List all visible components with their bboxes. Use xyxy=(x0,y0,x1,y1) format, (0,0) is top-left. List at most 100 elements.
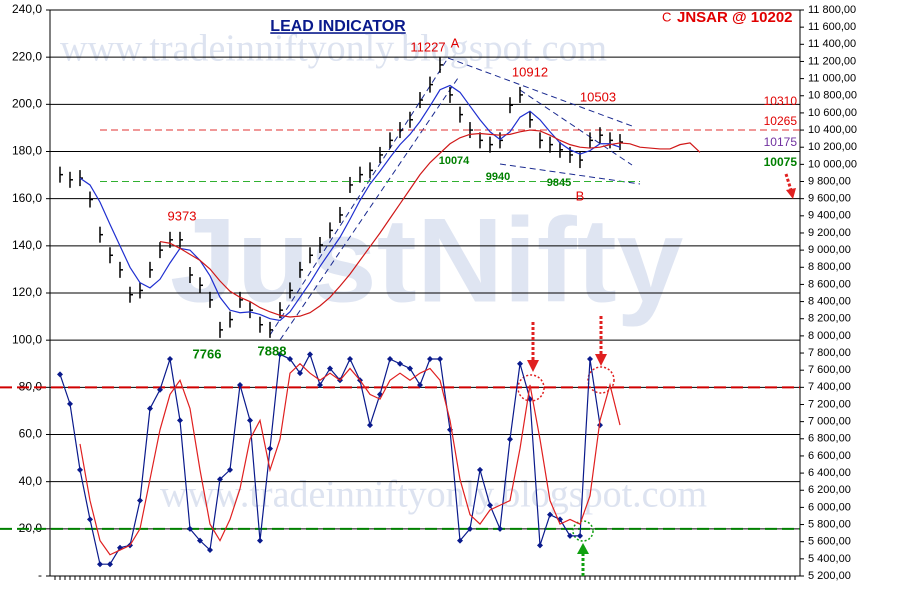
price-bar xyxy=(619,134,623,151)
arrow-head xyxy=(595,354,607,366)
price-bar xyxy=(219,321,223,338)
point xyxy=(57,371,63,378)
y-tick-label: 160,0 xyxy=(12,191,42,205)
price-bar xyxy=(99,226,103,243)
arrow-head xyxy=(577,543,589,554)
annotation: 10310 xyxy=(764,94,798,108)
series-line xyxy=(59,352,601,565)
y2-tick-label: 5 200,00 xyxy=(808,570,851,582)
price-bar xyxy=(199,277,203,294)
trendline xyxy=(447,57,633,127)
point xyxy=(327,365,333,372)
point xyxy=(137,497,143,504)
point xyxy=(547,511,553,518)
point xyxy=(487,502,493,509)
y2-tick-label: 9 000,00 xyxy=(808,244,851,256)
price-bar xyxy=(539,132,543,149)
point xyxy=(307,351,313,358)
annotation: B xyxy=(576,188,585,203)
y2-tick-label: 10 600,00 xyxy=(808,107,857,119)
y2-tick-label: 6 200,00 xyxy=(808,484,851,496)
y2-tick-label: 10 000,00 xyxy=(808,158,857,170)
plot-area: - 20,0 40,0 60,0 80,0 100,0 120,0 140,0 160,0 180… xyxy=(12,2,857,582)
price-bar xyxy=(369,162,373,179)
highlight-circle xyxy=(587,366,615,394)
point xyxy=(217,476,223,483)
point xyxy=(177,417,183,424)
price-bar xyxy=(349,176,353,193)
annotation: 9845 xyxy=(547,177,571,189)
annotation: 7888 xyxy=(258,343,287,358)
price-bar xyxy=(549,136,553,153)
point xyxy=(497,525,503,532)
point xyxy=(457,537,463,544)
point xyxy=(317,381,323,388)
annotation: 10503 xyxy=(580,89,616,104)
annotation: 10912 xyxy=(512,64,548,79)
price-bar xyxy=(269,321,273,338)
y2-tick-label: 6 000,00 xyxy=(808,501,851,513)
point xyxy=(227,466,233,473)
corner-mark: C xyxy=(662,9,671,24)
y-tick-label: 200,0 xyxy=(12,97,42,111)
price-bar xyxy=(239,291,243,308)
price-bar xyxy=(439,56,443,73)
arrow xyxy=(784,173,793,191)
price-bar xyxy=(359,166,363,183)
y2-tick-label: 10 400,00 xyxy=(808,124,857,136)
point xyxy=(517,360,523,367)
point xyxy=(237,381,243,388)
point xyxy=(157,386,163,393)
y2-tick-label: 9 200,00 xyxy=(808,227,851,239)
annotation: 10175 xyxy=(764,135,798,149)
point xyxy=(247,417,253,424)
y2-tick-label: 5 400,00 xyxy=(808,553,851,565)
price-bar xyxy=(529,111,533,128)
point xyxy=(67,400,73,407)
price-bar xyxy=(169,231,173,248)
watermark: www.tradeinniftyonly.blogspot.com xyxy=(60,28,607,70)
price-bar xyxy=(509,97,513,114)
y2-tick-label: 8 800,00 xyxy=(808,261,851,273)
point xyxy=(187,525,193,532)
y2-tick-label: 11 000,00 xyxy=(808,73,856,85)
price-bar xyxy=(249,302,253,319)
point xyxy=(277,351,283,358)
y2-tick-label: 9 400,00 xyxy=(808,210,851,222)
price-bar xyxy=(449,86,453,103)
y2-tick-label: 11 600,00 xyxy=(808,21,856,33)
y-tick-label: 220,0 xyxy=(12,49,42,63)
point xyxy=(347,356,353,363)
price-bar xyxy=(479,132,483,149)
price-bar xyxy=(419,92,423,109)
price-bar xyxy=(159,242,163,259)
arrow-head xyxy=(786,188,796,199)
y2-tick-label: 6 400,00 xyxy=(808,467,851,479)
y-tick-label: 20,0 xyxy=(19,521,43,535)
point xyxy=(97,561,103,568)
y2-tick-label: 11 400,00 xyxy=(808,38,856,50)
price-bar xyxy=(109,247,113,264)
point xyxy=(577,532,583,539)
price-bar xyxy=(459,106,463,123)
annotation: 7766 xyxy=(193,346,222,361)
price-bar xyxy=(259,316,263,333)
point xyxy=(417,381,423,388)
point xyxy=(387,356,393,363)
point xyxy=(167,356,173,363)
y2-tick-label: 7 800,00 xyxy=(808,347,851,359)
trendline xyxy=(279,77,459,341)
point xyxy=(287,356,293,363)
price-bar xyxy=(579,152,583,169)
price-bar xyxy=(409,111,413,128)
price-bar xyxy=(129,286,133,303)
price-bar xyxy=(119,261,123,278)
price-bar xyxy=(519,86,523,103)
y2-tick-label: 10 800,00 xyxy=(808,90,857,102)
trendline xyxy=(499,163,641,185)
price-bar xyxy=(379,146,383,163)
trendline xyxy=(269,57,449,336)
point xyxy=(87,516,93,523)
y-tick-label: 180,0 xyxy=(12,144,42,158)
price-bar xyxy=(599,127,603,144)
